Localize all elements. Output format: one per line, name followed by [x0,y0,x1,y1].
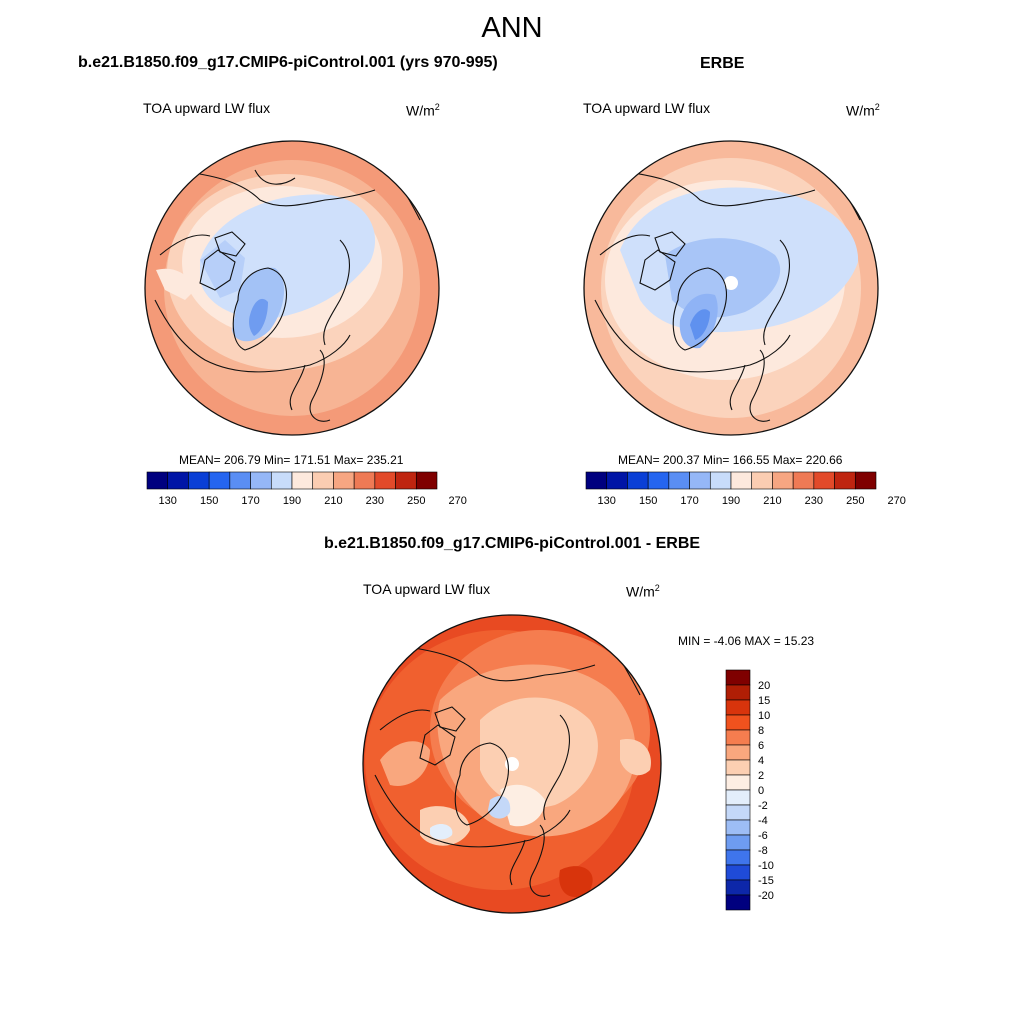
colorbar-tick-label: 0 [758,785,764,797]
colorbar-tick-label: 150 [200,495,218,507]
panel3-units: W/m2 [626,583,660,600]
colorbar-swatch [725,774,751,791]
colorbar-swatch [229,471,251,490]
colorbar-swatch [730,471,753,490]
colorbar-tick-label: 8 [758,725,764,737]
colorbar-swatch [725,849,751,866]
colorbar-tick-label: -2 [758,800,768,812]
panel1-colorbar: 130 150 170 190 210 230 250 270 [146,471,467,507]
colorbar-tick-label: 190 [722,495,740,507]
colorbar-swatch [725,894,751,911]
panel3-stats: MIN = -4.06 MAX = 15.23 [678,634,815,648]
panel3-map [363,615,661,913]
colorbar-swatch [167,471,189,490]
colorbar-swatch [353,471,376,490]
colorbar-swatch [146,471,169,490]
colorbar-swatch [291,471,314,490]
colorbar-swatch [725,789,751,806]
colorbar-tick-label: 230 [366,495,384,507]
colorbar-tick-label: 150 [639,495,657,507]
colorbar-tick-label: 4 [758,755,764,767]
colorbar-tick-label: 230 [805,495,823,507]
colorbar-swatch [772,471,794,490]
colorbar-swatch [834,471,856,490]
figure-title: ANN [481,12,543,44]
panel2-variable: TOA upward LW flux [583,100,711,116]
colorbar-tick-label: 20 [758,680,770,692]
colorbar-swatch [647,471,670,490]
panel2-map-border [583,140,879,436]
colorbar-tick-label: 250 [407,495,425,507]
colorbar-swatch [725,744,751,761]
colorbar-swatch [725,864,751,881]
colorbar-tick-label: 190 [283,495,301,507]
panel2-stats: MEAN= 200.37 Min= 166.55 Max= 220.66 [618,453,843,467]
panel1-stats: MEAN= 206.79 Min= 171.51 Max= 235.21 [179,453,404,467]
colorbar-tick-label: -8 [758,845,768,857]
colorbar-tick-label: 6 [758,740,764,752]
colorbar-tick-label: 270 [888,495,906,507]
panel1-heading: b.e21.B1850.f09_g17.CMIP6-piControl.001 … [78,54,498,71]
colorbar-swatch [725,684,751,701]
panel2-coastlines [594,149,861,422]
colorbar-tick-label: -6 [758,830,768,842]
panel3-heading: b.e21.B1850.f09_g17.CMIP6-piControl.001 … [323,535,701,552]
colorbar-swatch [188,471,210,490]
panel1-variable: TOA upward LW flux [143,100,271,116]
panel2-units: W/m2 [846,102,880,119]
colorbar-swatch [725,669,751,686]
colorbar-swatch [270,471,293,490]
colorbar-tick-label: 210 [763,495,781,507]
panel2-heading: ERBE [700,55,745,72]
colorbar-swatch [725,759,751,776]
colorbar-swatch [725,804,751,821]
colorbar-swatch [333,471,355,490]
colorbar-swatch [854,471,877,490]
colorbar-swatch [725,879,751,896]
colorbar-tick-label: -4 [758,815,768,827]
colorbar-swatch [725,714,751,731]
colorbar-swatch [813,471,835,490]
colorbar-swatch [751,471,773,490]
colorbar-swatch [725,699,751,716]
colorbar-swatch [627,471,649,490]
colorbar-swatch [395,471,417,490]
panel3-variable: TOA upward LW flux [363,581,491,597]
colorbar-tick-label: -10 [758,860,774,872]
panel1-units: W/m2 [406,102,440,119]
colorbar-swatch [606,471,628,490]
colorbar-swatch [689,471,711,490]
colorbar-tick-label: 250 [846,495,864,507]
colorbar-swatch [250,471,272,490]
colorbar-tick-label: 10 [758,710,770,722]
panel2-colorbar: 130 150 170 190 210 230 250 270 [585,471,906,507]
panel1-map [145,141,439,435]
panel3-map-border [362,614,662,914]
colorbar-tick-label: 170 [680,495,698,507]
colorbar-tick-label: 15 [758,695,770,707]
colorbar-tick-label: 210 [324,495,342,507]
panel1-map-border [144,140,440,436]
colorbar-swatch [792,471,815,490]
colorbar-swatch [725,819,751,836]
colorbar-swatch [709,471,732,490]
colorbar-swatch [312,471,334,490]
colorbar-tick-label: 270 [449,495,467,507]
colorbar-swatch [725,834,751,851]
colorbar-tick-label: 130 [159,495,177,507]
colorbar-tick-label: -15 [758,875,774,887]
colorbar-tick-label: -20 [758,890,774,902]
colorbar-swatch [415,471,438,490]
colorbar-swatch [668,471,690,490]
colorbar-tick-label: 2 [758,770,764,782]
colorbar-swatch [585,471,608,490]
colorbar-swatch [208,471,231,490]
colorbar-tick-label: 170 [241,495,259,507]
colorbar-tick-label: 130 [598,495,616,507]
colorbar-swatch [374,471,396,490]
colorbar-swatch [725,729,751,746]
panel2-missing-data-hole [724,276,738,290]
